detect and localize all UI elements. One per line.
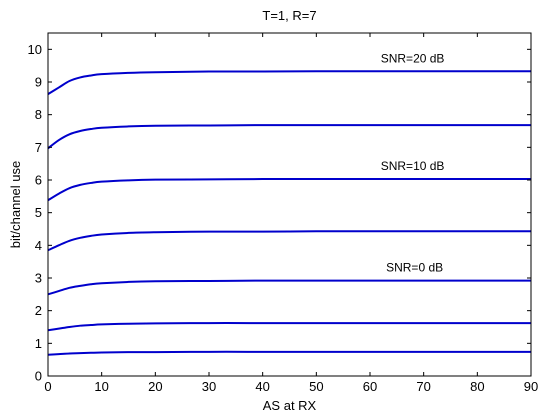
x-axis: 0 10 20 30 40 50 60 70 80 90 xyxy=(44,33,538,394)
snr-annotation: SNR=10 dB xyxy=(381,159,445,173)
y-tick-label: 9 xyxy=(35,75,42,90)
y-tick-label: 3 xyxy=(35,271,42,286)
annotations: SNR=20 dB SNR=10 dB SNR=0 dB xyxy=(381,51,445,274)
y-tick-label: 1 xyxy=(35,336,42,351)
axes-frame xyxy=(47,32,532,377)
y-tick-label: 7 xyxy=(35,140,42,155)
y-axis: 0 1 2 3 4 5 6 7 8 9 10 xyxy=(28,42,531,384)
x-tick-label: 70 xyxy=(416,379,430,394)
y-tick-label: 4 xyxy=(35,238,42,253)
y-tick-label: 10 xyxy=(28,42,42,57)
x-axis-label: AS at RX xyxy=(263,398,317,413)
snr-annotation: SNR=0 dB xyxy=(386,260,443,274)
chart-title: T=1, R=7 xyxy=(262,8,316,23)
series-line-2 xyxy=(47,322,531,332)
series-line-5 xyxy=(47,177,531,202)
series-line-3 xyxy=(47,279,531,296)
x-tick-label: 40 xyxy=(255,379,269,394)
x-tick-label: 30 xyxy=(202,379,216,394)
x-tick-label: 80 xyxy=(470,379,484,394)
x-tick-label: 60 xyxy=(363,379,377,394)
y-tick-label: 0 xyxy=(35,369,42,384)
series-line-7 xyxy=(47,70,531,95)
y-tick-label: 2 xyxy=(35,303,42,318)
series-line-4 xyxy=(47,230,531,252)
series-line-6 xyxy=(47,124,531,150)
x-tick-label: 10 xyxy=(94,379,108,394)
x-tick-label: 0 xyxy=(44,379,51,394)
y-tick-label: 6 xyxy=(35,173,42,188)
plot-area xyxy=(47,70,531,356)
x-tick-label: 20 xyxy=(148,379,162,394)
x-tick-label: 90 xyxy=(524,379,538,394)
snr-annotation: SNR=20 dB xyxy=(381,51,445,65)
x-tick-label: 50 xyxy=(309,379,323,394)
series-line-1 xyxy=(47,350,531,356)
y-tick-label: 8 xyxy=(35,107,42,122)
y-axis-label: bit/channel use xyxy=(8,161,23,248)
y-tick-label: 5 xyxy=(35,205,42,220)
